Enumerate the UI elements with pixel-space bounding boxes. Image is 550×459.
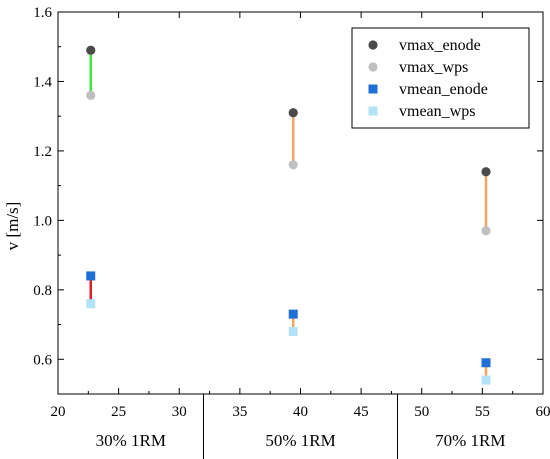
x-axis: 20 25 30 35 40 45 50 55 60 xyxy=(51,12,550,420)
x-tick-label: 25 xyxy=(111,404,126,420)
data-point-vmax_enode xyxy=(481,167,491,177)
x-tick-label: 20 xyxy=(51,404,66,420)
data-point-vmean_enode xyxy=(288,309,298,319)
data-point-vmax_enode xyxy=(288,108,298,118)
legend-label-vmax_enode: vmax_enode xyxy=(399,37,481,54)
legend-marker-vmax_wps xyxy=(368,62,378,72)
data-point-vmean_wps xyxy=(481,375,491,385)
data-point-vmax_wps xyxy=(86,90,96,100)
legend-marker-vmax_enode xyxy=(368,40,378,50)
x-tick-label: 45 xyxy=(354,404,369,420)
legend: vmax_enode vmax_wps vmean_enode vmean_wps xyxy=(351,27,530,129)
y-tick-label: 1.4 xyxy=(33,74,52,90)
legend-label-vmean_wps: vmean_wps xyxy=(399,103,475,120)
data-point-vmean_wps xyxy=(288,326,298,336)
x-tick-label: 60 xyxy=(536,404,550,420)
y-tick-label: 1.2 xyxy=(33,144,52,160)
y-axis: 0.6 0.8 1.0 1.2 1.4 1.6 xyxy=(33,5,543,368)
y-tick-label: 0.6 xyxy=(33,352,52,368)
y-tick-label: 0.8 xyxy=(33,283,52,299)
data-point-vmax_wps xyxy=(481,226,491,236)
group-label-area: 30% 1RM 50% 1RM 70% 1RM xyxy=(96,394,505,459)
data-point-vmax_wps xyxy=(288,160,298,170)
x-tick-label: 40 xyxy=(293,404,308,420)
y-tick-label: 1.6 xyxy=(33,5,52,21)
group-label: 30% 1RM xyxy=(96,431,166,450)
group-label: 50% 1RM xyxy=(265,431,335,450)
data-point-vmax_enode xyxy=(86,45,96,55)
data-point-vmean_enode xyxy=(86,271,96,281)
legend-marker-vmean_enode xyxy=(368,84,378,94)
legend-label-vmean_enode: vmean_enode xyxy=(399,81,488,98)
data-markers xyxy=(86,45,491,385)
x-tick-label: 50 xyxy=(414,404,429,420)
x-tick-label: 30 xyxy=(172,404,187,420)
y-axis-label: v [m/s] xyxy=(3,202,22,251)
y-tick-label: 1.0 xyxy=(33,213,52,229)
group-label: 70% 1RM xyxy=(435,431,505,450)
x-tick-label: 55 xyxy=(475,404,490,420)
data-point-vmean_enode xyxy=(481,358,491,368)
legend-box xyxy=(351,27,530,129)
x-tick-label: 35 xyxy=(232,404,247,420)
legend-label-vmax_wps: vmax_wps xyxy=(399,59,468,76)
data-point-vmean_wps xyxy=(86,299,96,309)
legend-marker-vmean_wps xyxy=(368,106,378,116)
